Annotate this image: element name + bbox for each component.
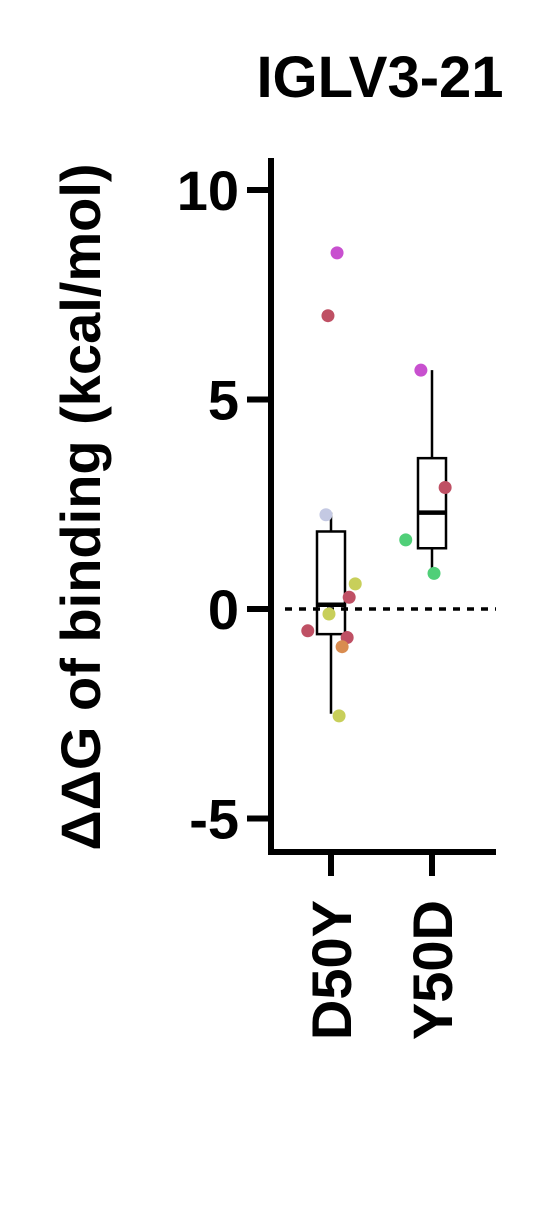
y-tick-label: -5: [189, 788, 239, 851]
data-point: [399, 533, 413, 547]
x-tick-label: D50Y: [300, 900, 363, 1040]
data-point: [301, 624, 315, 638]
data-point: [414, 363, 428, 377]
data-point: [348, 577, 362, 591]
box-iqr: [315, 530, 347, 636]
x-tick-label: Y50D: [401, 900, 464, 1040]
data-point: [319, 508, 333, 522]
data-point: [335, 640, 349, 654]
data-point: [427, 566, 441, 580]
y-tick-label: 10: [177, 159, 239, 222]
data-point: [322, 607, 336, 621]
data-point: [438, 480, 452, 494]
box-iqr: [416, 456, 448, 550]
y-tick-label: 5: [208, 369, 239, 432]
data-point: [332, 709, 346, 723]
data-point: [321, 309, 335, 323]
y-tick-label: 0: [208, 578, 239, 641]
y-axis-label: ΔΔG of binding (kcal/mol): [49, 163, 112, 850]
chart-title: IGLV3-21: [256, 45, 503, 110]
plot-area: -5 0 5 10 D50Y Y50D: [177, 158, 496, 1040]
data-point: [342, 590, 356, 604]
data-point: [330, 246, 344, 260]
